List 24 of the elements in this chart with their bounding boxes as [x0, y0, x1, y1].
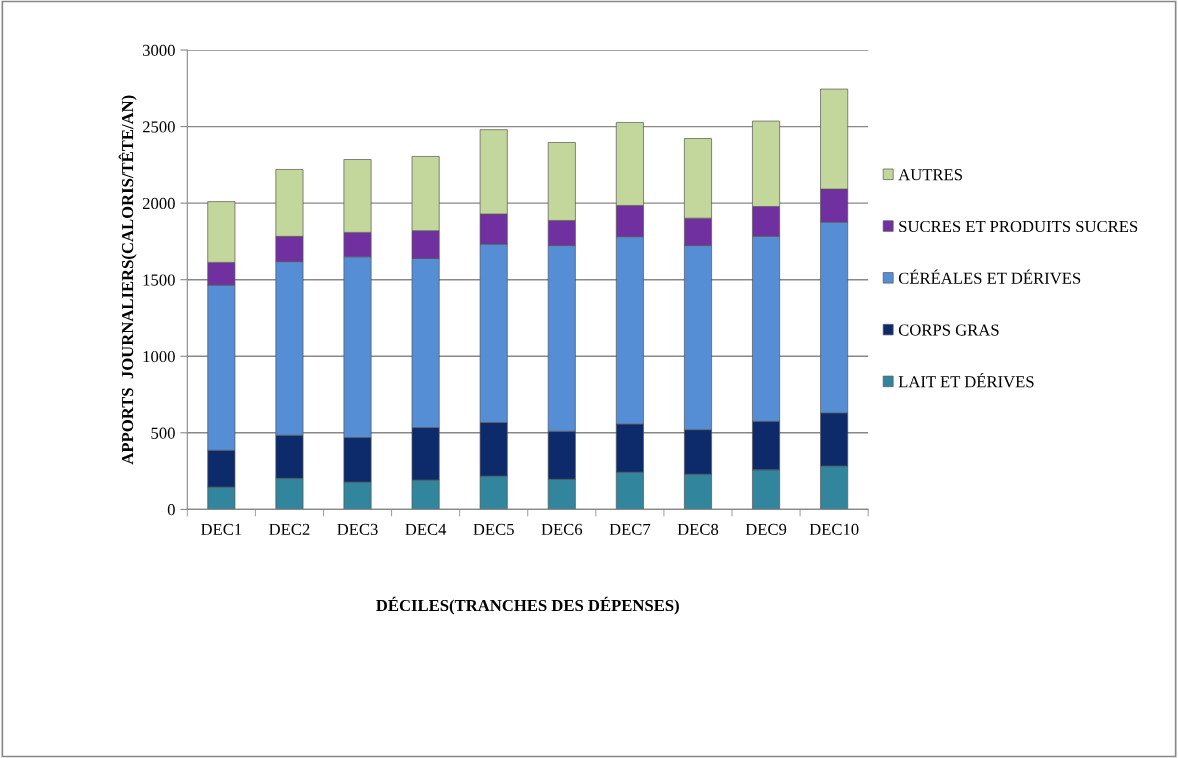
x-tick-label: DEC10	[809, 523, 859, 535]
x-tick-label: DEC9	[745, 523, 787, 535]
y-tick-label: 2500	[142, 121, 175, 133]
x-tick-label: DEC1	[200, 523, 242, 535]
x-tick-label: DEC4	[405, 523, 447, 535]
legend-label: AUTRES	[898, 169, 962, 181]
x-tick-label: DEC3	[337, 523, 378, 535]
y-tick-label: 1000	[143, 350, 175, 363]
y-tick-label: 2000	[142, 197, 175, 210]
legend-label: LAIT ET DÉRIVES	[898, 373, 1034, 388]
x-tick-label: DEC8	[677, 523, 719, 535]
x-axis-title: DÉCILES(TRANCHES DES DÉPENSES)	[376, 596, 679, 615]
legend-label: CÉRÉALES ET DÉRIVES	[898, 269, 1081, 284]
y-tick-label: 1500	[143, 274, 175, 286]
legend-label: CORPS GRAS	[898, 324, 999, 336]
y-axis-title: APPORTS JOURNALIERS(CALORIS/TÊTE/AN)	[118, 95, 137, 465]
y-tick-label: 500	[151, 427, 175, 439]
x-tick-label: DEC6	[541, 523, 583, 535]
y-tick-label: 3000	[142, 44, 175, 56]
x-tick-label: DEC2	[269, 523, 310, 535]
legend-label: SUCRES ET PRODUITS SUCRES	[899, 220, 1138, 233]
y-tick-label: 0	[167, 504, 175, 516]
x-tick-label: DEC5	[473, 523, 514, 535]
x-tick-label: DEC7	[609, 523, 651, 535]
